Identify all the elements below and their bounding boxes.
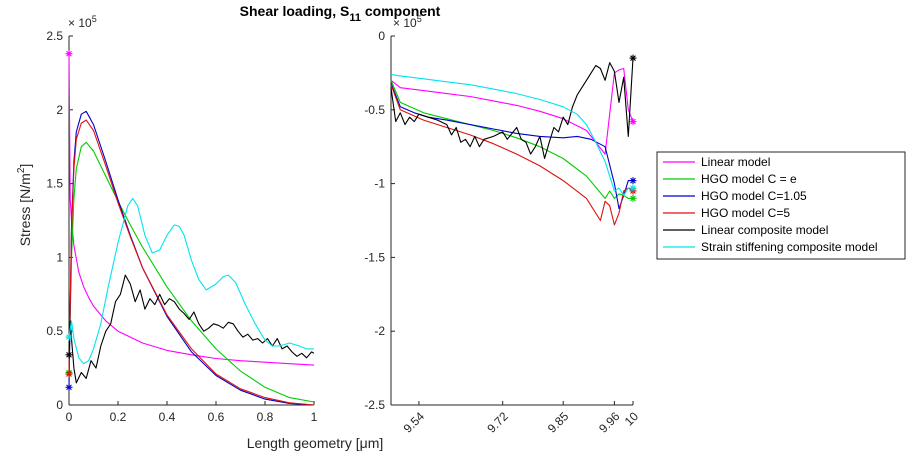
left-x-tick-label: 0.6 [208, 410, 225, 424]
right-marker-strain-stiffening-composite-model [629, 184, 637, 192]
left-marker-hgo-model-c-1-05 [65, 383, 73, 391]
y-axis-title-sup: 2 [16, 167, 27, 173]
y-axis-title-tail: ] [17, 164, 33, 168]
left-series-strain-stiffening-composite-model [68, 197, 314, 365]
right-series-hgo-model-c-e [390, 80, 633, 199]
x-axis-title: Length geometry [μm] [247, 435, 384, 451]
legend-box [656, 151, 906, 260]
left-axes: 0 0.5 1 1.5 2 2.5 0 0.2 0.4 0.6 0.8 1 [46, 29, 317, 424]
figure-title-main: Shear loading, S [240, 3, 350, 19]
right-marker-linear-model [629, 118, 637, 126]
legend-label: HGO model C=1.05 [701, 189, 807, 203]
left-marker-hgo-model-c-5 [65, 370, 73, 378]
left-x-tick-label: 0.2 [110, 410, 127, 424]
left-series-hgo-model-c-1-05 [68, 110, 315, 406]
left-x-tick-label: 0.8 [257, 410, 274, 424]
right-y-tick-label: 0 [378, 29, 385, 43]
left-y-tick-label: 2.5 [46, 29, 63, 43]
right-marker-hgo-model-c-1-05 [629, 177, 637, 185]
legend-label: Strain stiffening composite model [701, 240, 878, 254]
left-marker-linear-model [65, 50, 73, 58]
left-series-hgo-model-c-e [68, 141, 315, 403]
right-series-linear-composite-model [390, 58, 634, 160]
left-y-tick-label: 0.5 [46, 324, 63, 338]
right-series-hgo-model-c-5 [390, 84, 634, 226]
x-axis-title-main: Length geometry [ [247, 435, 360, 451]
figure-title-subscript: 11 [349, 12, 361, 24]
right-x-tick-label: 9.85 [545, 409, 572, 436]
right-y-tick-label: -1.5 [364, 250, 385, 264]
left-y-tick-label: 1.5 [46, 177, 63, 191]
legend-label: Linear composite model [701, 223, 828, 237]
left-marker-linear-composite-model [65, 351, 73, 359]
left-exponent-label: × 105 [68, 14, 97, 30]
right-y-tick-label: -1 [374, 177, 385, 191]
left-y-tick-label: 1 [56, 250, 63, 264]
left-exponent-power: 5 [92, 14, 97, 24]
right-axes: -2.5 -2 -1.5 -1 -0.5 0 9.54 9.72 9.85 9.96 10 [364, 29, 641, 436]
left-x-tick-label: 0.4 [159, 410, 176, 424]
x-axis-title-tail: m] [368, 435, 384, 451]
right-exponent-base: × 10 [393, 16, 417, 30]
right-y-tick-label: -2 [374, 324, 385, 338]
left-marker-strain-stiffening-composite-model [65, 333, 73, 341]
left-series-linear-model [68, 53, 315, 366]
y-axis-title-main: Stress [N/m [17, 173, 33, 246]
figure-title: Shear loading, S11 component [240, 3, 441, 24]
left-y-tick-label: 0 [56, 398, 63, 412]
left-y-tick-label: 2 [56, 103, 63, 117]
right-series-strain-stiffening-composite-model [390, 73, 633, 196]
figure-title-tail: component [361, 3, 441, 19]
right-series-hgo-model-c-1-05 [390, 82, 633, 210]
right-y-tick-label: -2.5 [364, 398, 385, 412]
right-exponent-power: 5 [417, 14, 422, 24]
right-exponent-label: × 105 [393, 14, 422, 30]
left-x-tick-label: 1 [311, 410, 318, 424]
legend-label: Linear model [701, 155, 770, 169]
right-x-tick-label: 9.96 [596, 409, 623, 436]
right-x-tick-label: 10 [622, 409, 642, 429]
left-exponent-base: × 10 [68, 16, 92, 30]
right-x-tick-label: 9.54 [401, 409, 428, 436]
right-x-tick-label: 9.72 [484, 409, 511, 436]
right-marker-linear-composite-model [629, 54, 637, 62]
legend-label: HGO model C=5 [701, 206, 790, 220]
left-x-tick-label: 0 [66, 410, 73, 424]
x-axis-title-mu: μ [360, 435, 368, 451]
left-series-linear-composite-model [68, 274, 315, 384]
legend-label: HGO model C = e [701, 172, 797, 186]
right-y-tick-label: -0.5 [364, 103, 385, 117]
right-marker-hgo-model-c-e [629, 194, 637, 202]
legend: Linear model HGO model C = e HGO model C=1… [656, 151, 906, 260]
right-series-linear-model [390, 67, 634, 155]
left-y-axis-title: Stress [N/m2] [16, 164, 33, 247]
